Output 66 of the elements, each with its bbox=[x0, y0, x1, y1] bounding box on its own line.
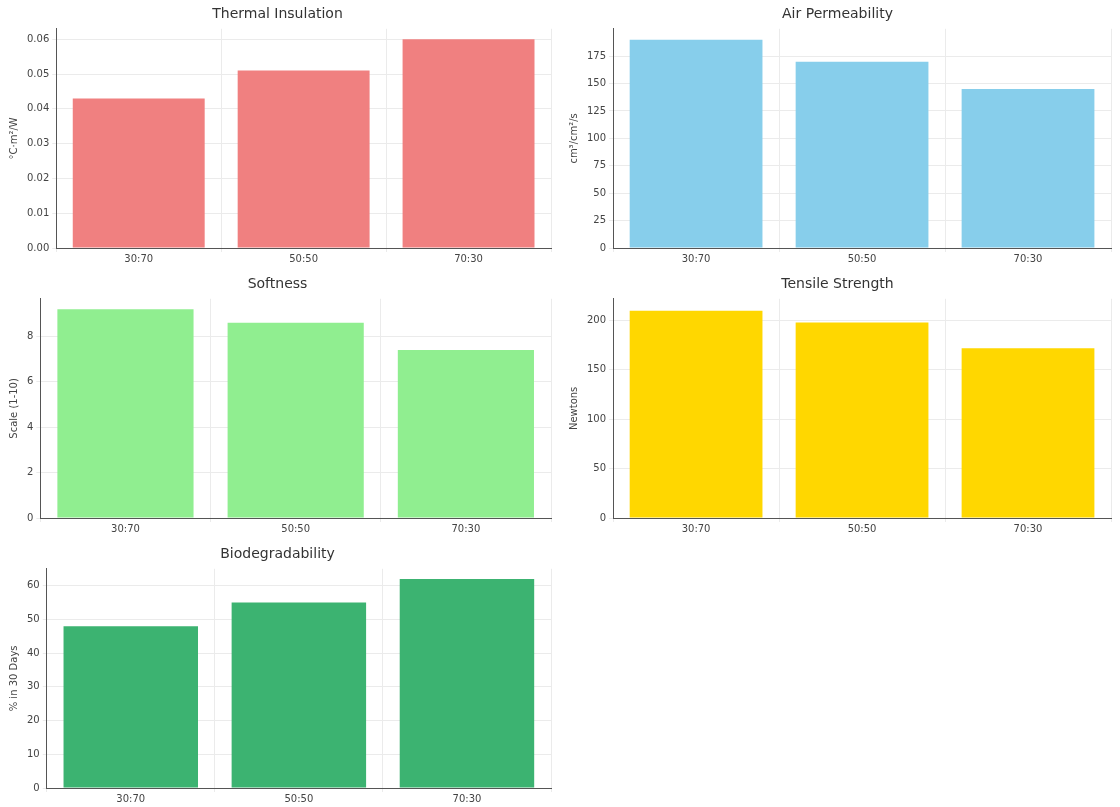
y-tick-label: 0 bbox=[599, 511, 607, 523]
y-tick-label: 40 bbox=[26, 646, 40, 658]
y-axis-title: Newtons bbox=[567, 386, 579, 431]
bar bbox=[629, 310, 763, 518]
x-tick-label: 30:70 bbox=[681, 522, 711, 534]
y-tick-label: 50 bbox=[26, 612, 40, 624]
x-tick-label: 50:50 bbox=[847, 252, 877, 264]
y-tick-label: 10 bbox=[26, 747, 40, 759]
y-tick-label: 2 bbox=[26, 466, 34, 478]
y-tick-label: 60 bbox=[26, 579, 40, 591]
bar bbox=[402, 39, 535, 248]
y-tick-label: 75 bbox=[593, 159, 607, 171]
x-tick-label: 30:70 bbox=[116, 792, 146, 804]
x-tick-label: 70:30 bbox=[452, 792, 482, 804]
y-tick-label: 50 bbox=[593, 462, 607, 474]
chart-title: Biodegradability bbox=[220, 545, 335, 562]
y-tick-label: 150 bbox=[586, 77, 607, 89]
chart-title: Thermal Insulation bbox=[211, 5, 343, 22]
bar bbox=[397, 350, 534, 518]
y-tick-label: 0.06 bbox=[27, 32, 50, 44]
y-tick-label: 4 bbox=[26, 420, 34, 432]
y-tick-label: 0.03 bbox=[27, 137, 50, 149]
y-tick-label: 6 bbox=[26, 375, 34, 387]
chart-title: Air Permeability bbox=[782, 5, 893, 22]
y-tick-label: 20 bbox=[26, 714, 40, 726]
y-tick-label: 8 bbox=[26, 330, 34, 342]
bar bbox=[237, 70, 370, 248]
x-tick-label: 70:30 bbox=[451, 522, 481, 534]
y-tick-label: 0 bbox=[26, 511, 34, 523]
y-tick-label: 150 bbox=[586, 363, 607, 375]
y-tick-label: 25 bbox=[593, 214, 607, 226]
x-tick-label: 50:50 bbox=[289, 252, 319, 264]
y-tick-label: 0 bbox=[33, 781, 40, 793]
bar bbox=[227, 322, 364, 518]
y-tick-label: 0.02 bbox=[27, 172, 50, 184]
y-tick-label: 0.05 bbox=[27, 67, 50, 79]
x-tick-label: 70:30 bbox=[454, 252, 483, 264]
y-axis-title: Scale (1-10) bbox=[7, 378, 19, 439]
bar bbox=[961, 348, 1095, 518]
y-axis-title: % in 30 Days bbox=[7, 645, 19, 712]
x-tick-label: 50:50 bbox=[281, 522, 311, 534]
y-tick-label: 50 bbox=[593, 186, 607, 198]
x-tick-label: 30:70 bbox=[111, 522, 140, 534]
y-tick-label: 100 bbox=[586, 131, 607, 143]
y-axis-title: cm³/cm²/s bbox=[567, 113, 579, 164]
x-tick-label: 30:70 bbox=[681, 252, 711, 264]
chart-title: Tensile Strength bbox=[780, 275, 894, 292]
x-tick-label: 50:50 bbox=[284, 792, 314, 804]
y-tick-label: 0.04 bbox=[27, 102, 50, 114]
y-tick-label: 30 bbox=[26, 680, 40, 692]
y-tick-label: 100 bbox=[586, 412, 607, 424]
x-tick-label: 70:30 bbox=[1013, 522, 1043, 534]
bar bbox=[795, 322, 929, 518]
y-tick-label: 200 bbox=[586, 314, 607, 326]
y-tick-label: 0.01 bbox=[27, 206, 50, 218]
y-tick-label: 125 bbox=[586, 104, 607, 116]
y-tick-label: 0 bbox=[599, 241, 607, 253]
y-tick-label: 0.00 bbox=[27, 241, 50, 253]
x-tick-label: 30:70 bbox=[124, 252, 154, 264]
y-axis-title: °C·m²/W bbox=[7, 117, 19, 160]
x-tick-label: 50:50 bbox=[847, 522, 877, 534]
y-tick-label: 175 bbox=[586, 49, 607, 61]
bar bbox=[72, 98, 205, 248]
bar bbox=[57, 309, 194, 518]
chart-title: Softness bbox=[247, 275, 308, 292]
x-tick-label: 70:30 bbox=[1013, 252, 1043, 264]
